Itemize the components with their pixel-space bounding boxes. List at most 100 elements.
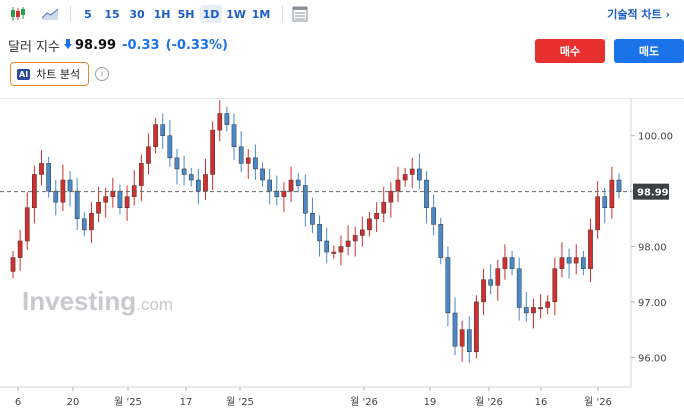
candle-down — [324, 240, 330, 253]
candle-up — [359, 229, 365, 236]
candle-down — [488, 279, 494, 286]
y-tick-label: 98.00 — [638, 243, 667, 254]
timeframe-5h[interactable]: 5H — [177, 7, 195, 21]
candle-up — [595, 196, 600, 231]
buy-button[interactable]: 매수 — [535, 39, 605, 63]
x-tick-label: 월 '25 — [114, 396, 142, 408]
timeframe-15[interactable]: 15 — [104, 7, 120, 21]
candle-down — [523, 307, 529, 314]
y-tick-label: 96.00 — [638, 353, 667, 364]
candle-up — [203, 174, 208, 192]
candle-down — [295, 179, 301, 186]
candle-down — [74, 190, 80, 220]
candle-up — [552, 268, 558, 303]
timeframe-1h[interactable]: 1H — [153, 7, 171, 21]
candle-up — [10, 257, 16, 272]
candle-down — [274, 190, 280, 197]
x-tick-label: 월 '26 — [584, 396, 612, 408]
candle-down — [238, 146, 244, 164]
candle-up — [588, 229, 593, 269]
y-tick-label: 100.00 — [638, 132, 673, 143]
candle-up — [559, 257, 565, 269]
timeframe-1m[interactable]: 1M — [251, 7, 271, 21]
timeframe-30[interactable]: 30 — [129, 7, 145, 21]
candle-up — [538, 307, 543, 310]
x-tick-label: 6 — [15, 397, 21, 408]
candle-down — [81, 218, 87, 231]
chart-toolbar: 5 15 30 1H 5H 1D 1W 1M 기술적 차트 › — [0, 0, 684, 28]
candle-down — [181, 168, 187, 175]
timeframe-1d[interactable]: 1D — [200, 5, 222, 23]
instrument-name: 달러 지수 — [8, 40, 60, 55]
price-chart[interactable]: Investing.com 100.0099.0098.0097.0096.00… — [0, 98, 684, 418]
candle-down — [302, 185, 308, 214]
candle-up — [474, 301, 479, 353]
technical-chart-link[interactable]: 기술적 차트 › — [607, 8, 670, 21]
x-tick-label: 20 — [67, 397, 80, 408]
y-tick-label: 97.00 — [638, 298, 667, 309]
candle-down — [616, 179, 622, 192]
candle-up — [545, 301, 551, 308]
candle-down — [424, 179, 429, 208]
candle-up — [110, 190, 116, 197]
candle-down — [67, 179, 73, 192]
candle-up — [32, 174, 37, 208]
candle-up — [288, 179, 294, 192]
ai-chart-analysis-button[interactable]: AI 차트 분석 — [10, 62, 90, 86]
candle-down — [310, 213, 315, 225]
candle-down — [438, 224, 444, 258]
area-chart-icon[interactable] — [40, 4, 60, 24]
candle-up — [345, 240, 351, 247]
candle-down — [445, 257, 451, 314]
timeframe-5[interactable]: 5 — [84, 7, 92, 21]
candle-down — [224, 113, 230, 125]
candle-up — [89, 213, 94, 231]
candle-up — [495, 268, 501, 286]
x-tick-label: 19 — [424, 397, 437, 408]
last-price: 98.99 — [74, 38, 117, 53]
candle-up — [409, 168, 415, 175]
candle-up — [395, 179, 401, 192]
x-tick-label: 월 '26 — [475, 396, 503, 408]
table-view-icon[interactable] — [290, 4, 310, 24]
candle-down — [566, 257, 572, 264]
info-icon[interactable]: i — [95, 67, 109, 81]
candlestick-chart-icon[interactable] — [8, 4, 28, 24]
x-tick-label: 월 '26 — [350, 396, 378, 408]
toolbar-divider — [282, 6, 283, 22]
candle-up — [96, 201, 101, 214]
candle-down — [602, 196, 608, 208]
candle-up — [138, 163, 144, 186]
candle-up — [60, 179, 66, 203]
candle-up — [609, 179, 615, 208]
candle-up — [338, 246, 344, 253]
candle-down — [466, 329, 472, 353]
down-arrow-icon — [63, 39, 72, 52]
candle-up — [402, 174, 408, 181]
candle-up — [124, 196, 130, 208]
candle-up — [153, 124, 158, 148]
last-price-tag — [633, 183, 669, 200]
timeframe-1w[interactable]: 1W — [226, 7, 246, 21]
candle-up — [381, 201, 387, 214]
candle-up — [281, 190, 287, 197]
candle-up — [531, 307, 536, 314]
candle-up — [331, 251, 337, 254]
candle-down — [452, 312, 458, 347]
candle-up — [352, 235, 358, 242]
investing-watermark: Investing.com — [22, 286, 173, 316]
candle-down — [516, 268, 522, 308]
candle-up — [481, 279, 486, 303]
candle-up — [210, 129, 215, 175]
candle-down — [46, 163, 51, 192]
candle-up — [24, 207, 30, 242]
candle-up — [17, 240, 23, 258]
sell-button[interactable]: 매도 — [614, 39, 684, 63]
candle-down — [231, 124, 237, 148]
candle-down — [581, 257, 586, 269]
candle-up — [374, 213, 379, 220]
candle-down — [267, 179, 273, 192]
candle-up — [146, 146, 151, 164]
last-price-tag-label: 98.99 — [637, 188, 669, 199]
